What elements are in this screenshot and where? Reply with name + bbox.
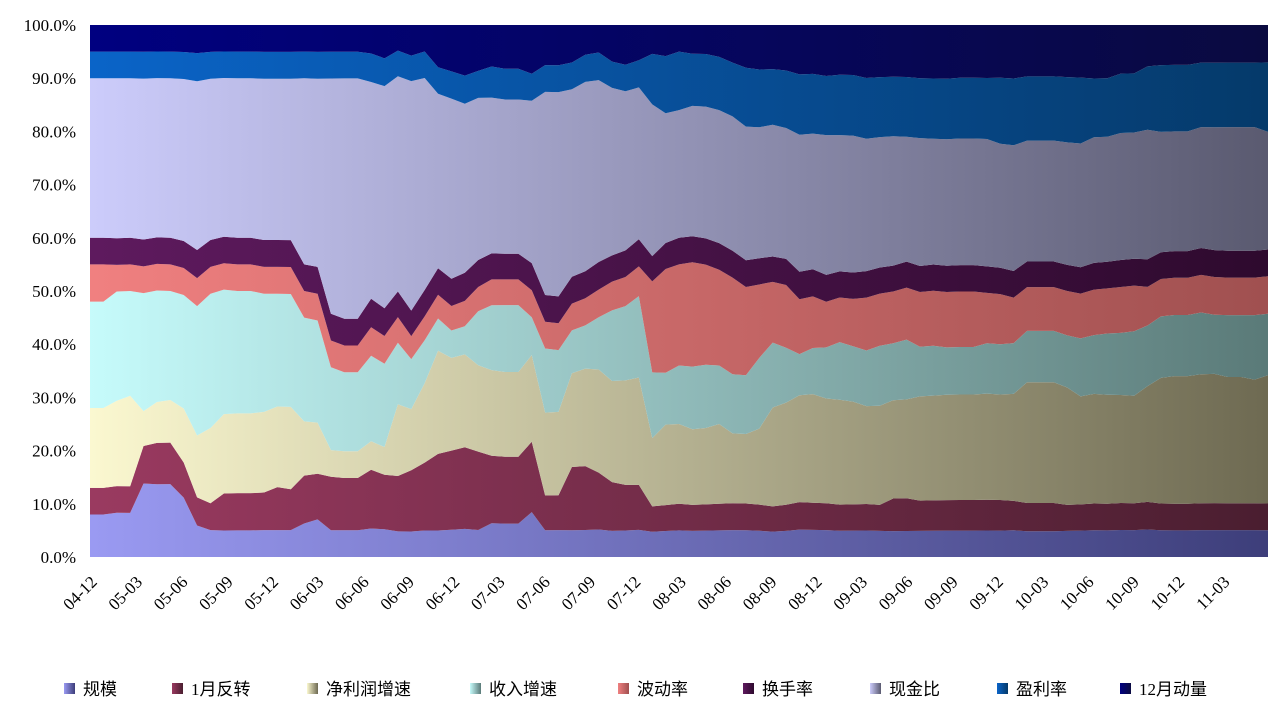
area-3 xyxy=(90,350,1268,507)
legend-swatch xyxy=(64,683,75,694)
legend: 规模 1月反转 净利润增速 收入增速 波动率 换手率 现金比 盈利率 12月动量 xyxy=(64,680,1207,699)
x-tick-label: 05-03 xyxy=(105,572,146,613)
x-tick-label: 06-09 xyxy=(376,572,417,613)
area-7 xyxy=(90,76,1268,319)
x-tick-label: 09-03 xyxy=(830,572,871,613)
area-6 xyxy=(90,236,1268,346)
x-tick-label: 04-12 xyxy=(59,572,100,613)
y-tick-label: 0.0% xyxy=(41,548,76,567)
x-tick-label: 09-09 xyxy=(920,572,961,613)
legend-label: 1月反转 xyxy=(191,680,251,699)
x-tick-label: 06-03 xyxy=(286,572,327,613)
legend-swatch xyxy=(1120,683,1131,694)
x-tick-label: 08-03 xyxy=(648,572,689,613)
legend-swatch xyxy=(307,683,318,694)
y-tick-label: 10.0% xyxy=(32,495,76,514)
legend-label: 现金比 xyxy=(889,680,940,699)
area-1 xyxy=(90,483,1268,557)
legend-swatch xyxy=(870,683,881,694)
x-tick-label: 09-06 xyxy=(875,572,916,613)
area-5 xyxy=(90,262,1268,376)
x-tick-label: 07-06 xyxy=(512,572,553,613)
x-tick-label: 08-06 xyxy=(694,572,735,613)
x-tick-label: 07-12 xyxy=(603,572,644,613)
legend-label: 波动率 xyxy=(637,680,688,699)
legend-swatch xyxy=(172,683,183,694)
x-tick-label: 08-12 xyxy=(784,572,825,613)
y-tick-label: 70.0% xyxy=(32,176,76,195)
legend-label: 换手率 xyxy=(762,680,813,699)
area-9 xyxy=(90,25,1268,79)
y-tick-label: 50.0% xyxy=(32,282,76,301)
y-tick-label: 100.0% xyxy=(24,16,76,35)
x-tick-label: 06-12 xyxy=(422,572,463,613)
legend-swatch xyxy=(470,683,481,694)
y-tick-label: 60.0% xyxy=(32,229,76,248)
x-tick-label: 08-09 xyxy=(739,572,780,613)
x-tick-label: 06-06 xyxy=(331,572,372,613)
legend-swatch xyxy=(618,683,629,694)
legend-label: 12月动量 xyxy=(1139,680,1207,699)
legend-label: 净利润增速 xyxy=(326,680,411,699)
x-tick-label: 10-09 xyxy=(1101,572,1142,613)
area-8 xyxy=(90,50,1268,146)
y-tick-label: 40.0% xyxy=(32,335,76,354)
x-tick-label: 10-06 xyxy=(1056,572,1097,613)
x-tick-label: 07-09 xyxy=(558,572,599,613)
x-tick-label: 11-03 xyxy=(1192,572,1233,613)
x-tick-label: 07-03 xyxy=(467,572,508,613)
legend-label: 收入增速 xyxy=(489,680,557,699)
x-tick-label: 10-12 xyxy=(1147,572,1188,613)
y-tick-label: 90.0% xyxy=(32,69,76,88)
x-tick-label: 09-12 xyxy=(965,572,1006,613)
legend-swatch xyxy=(743,683,754,694)
x-tick-label: 05-06 xyxy=(150,572,191,613)
legend-swatch xyxy=(997,683,1008,694)
legend-label: 规模 xyxy=(83,680,117,699)
x-tick-label: 05-09 xyxy=(195,572,236,613)
y-axis: 0.0% 10.0% 20.0% 30.0% 40.0% 50.0% 60.0% 70.0% 8… xyxy=(24,16,76,567)
x-axis: 04-12 05-03 05-06 05-09 05-12 06-03 06-06 06-09… xyxy=(59,572,1233,613)
y-tick-label: 80.0% xyxy=(32,122,76,141)
legend-label: 盈利率 xyxy=(1016,680,1067,699)
area-series-group xyxy=(90,25,1268,557)
x-tick-label: 05-12 xyxy=(241,572,282,613)
y-tick-label: 30.0% xyxy=(32,388,76,407)
x-tick-label: 10-03 xyxy=(1011,572,1052,613)
y-tick-label: 20.0% xyxy=(32,442,76,461)
area-4 xyxy=(90,289,1268,452)
area-2 xyxy=(90,441,1268,532)
